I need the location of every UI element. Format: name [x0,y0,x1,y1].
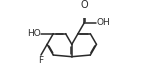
Text: F: F [38,56,44,65]
Text: OH: OH [97,19,111,27]
Text: O: O [80,0,88,10]
Text: HO: HO [27,29,41,38]
